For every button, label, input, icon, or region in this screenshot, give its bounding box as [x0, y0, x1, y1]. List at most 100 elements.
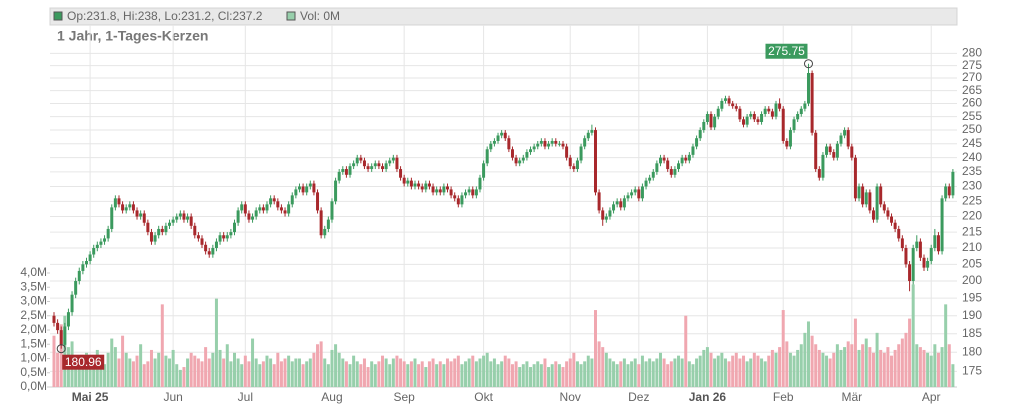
- volume-bar: [774, 352, 778, 387]
- volume-bar: [861, 344, 865, 387]
- volume-bar: [352, 355, 356, 387]
- candle-body: [435, 189, 439, 193]
- volume-bar: [139, 344, 143, 387]
- volume-bar: [312, 352, 316, 387]
- candle-body: [84, 261, 88, 265]
- candle-body: [337, 171, 341, 181]
- candle-body: [261, 207, 265, 211]
- volume-bar: [178, 369, 182, 387]
- volume-bar: [828, 358, 832, 387]
- candle-body: [572, 166, 576, 170]
- volume-bar: [575, 361, 579, 387]
- candle-body: [56, 322, 60, 331]
- min-label: 180.96: [65, 355, 102, 369]
- candle-body: [287, 204, 291, 214]
- volume-bar: [666, 364, 670, 387]
- volume-bar: [431, 358, 435, 387]
- volume-bar: [752, 352, 756, 387]
- candle-body: [301, 186, 305, 193]
- volume-bar: [301, 364, 305, 387]
- volume-bar: [727, 361, 731, 387]
- volume-bar: [204, 347, 208, 387]
- volume-bar: [788, 352, 792, 387]
- candle-body: [529, 149, 533, 153]
- volume-bar: [720, 352, 724, 387]
- volume-bar: [770, 349, 774, 387]
- volume-bar: [547, 367, 551, 387]
- candle-body: [864, 192, 868, 205]
- volume-bar: [716, 355, 720, 387]
- candle-body: [218, 235, 222, 242]
- candle-body: [814, 132, 818, 170]
- candle-body: [886, 210, 890, 217]
- candle-body: [63, 326, 67, 345]
- volume-bar: [669, 361, 673, 387]
- volume-bar: [843, 347, 847, 387]
- y2-tick-label: 4,0M: [20, 265, 47, 279]
- candle-body: [283, 210, 287, 214]
- candle-body: [103, 238, 107, 242]
- candle-body: [485, 149, 489, 164]
- candle-body: [850, 146, 854, 158]
- candle-body: [774, 103, 778, 117]
- candle-body: [341, 169, 345, 172]
- volume-bar: [702, 349, 706, 387]
- volume-bar: [680, 358, 684, 387]
- x-tick-label: Sep: [393, 390, 415, 404]
- volume-bar: [427, 361, 431, 387]
- volume-bar: [337, 352, 341, 387]
- candle-body: [821, 154, 825, 178]
- candle-body: [330, 201, 334, 220]
- candle-body: [788, 130, 792, 147]
- candle-body: [294, 189, 298, 196]
- volume-bar: [229, 361, 233, 387]
- volume-bar: [117, 358, 121, 387]
- volume-bar: [272, 364, 276, 387]
- candle-body: [565, 146, 569, 158]
- candle-body: [532, 146, 536, 150]
- volume-bar: [243, 355, 247, 387]
- volume-bar: [373, 364, 377, 387]
- candle-body: [687, 154, 691, 161]
- candle-body: [124, 207, 128, 211]
- candle-body: [110, 207, 114, 229]
- y-tick-label: 255: [962, 109, 982, 123]
- candle-body: [251, 216, 255, 220]
- volume-bar: [406, 364, 410, 387]
- volume-bar: [742, 355, 746, 387]
- volume-bar: [348, 364, 352, 387]
- volume-bar: [128, 358, 132, 387]
- candle-body: [193, 225, 197, 236]
- volume-bar: [121, 335, 125, 387]
- volume-bar: [601, 347, 605, 387]
- y2-tick-label: 2,5M: [20, 308, 47, 322]
- candle-body: [316, 192, 320, 211]
- volume-bar: [810, 335, 814, 387]
- subtitle: 1 Jahr, 1-Tages-Kerzen: [57, 28, 208, 44]
- volume-bar: [583, 361, 587, 387]
- candle-body: [597, 192, 601, 211]
- volume-bar: [908, 318, 912, 387]
- candle-body: [911, 248, 915, 282]
- candle-body: [908, 264, 912, 282]
- volume-bar: [236, 358, 240, 387]
- volume-bar: [106, 352, 110, 387]
- volume-bar: [435, 364, 439, 387]
- volume-bar: [485, 352, 489, 387]
- candle-body: [785, 140, 789, 147]
- volume-bar: [944, 304, 948, 387]
- volume-bar: [366, 367, 370, 387]
- candle-body: [637, 189, 641, 199]
- volume-bar: [492, 358, 496, 387]
- volume-bar: [879, 349, 883, 387]
- candle-body: [139, 213, 143, 217]
- y-tick-label: 195: [962, 290, 982, 304]
- candle-body: [456, 198, 460, 205]
- candle-body: [402, 177, 406, 184]
- volume-bar: [897, 344, 901, 387]
- y-tick-label: 200: [962, 273, 982, 287]
- volume-bar: [200, 361, 204, 387]
- candle-body: [763, 108, 767, 115]
- candle-body: [918, 241, 922, 258]
- volume-bar: [467, 358, 471, 387]
